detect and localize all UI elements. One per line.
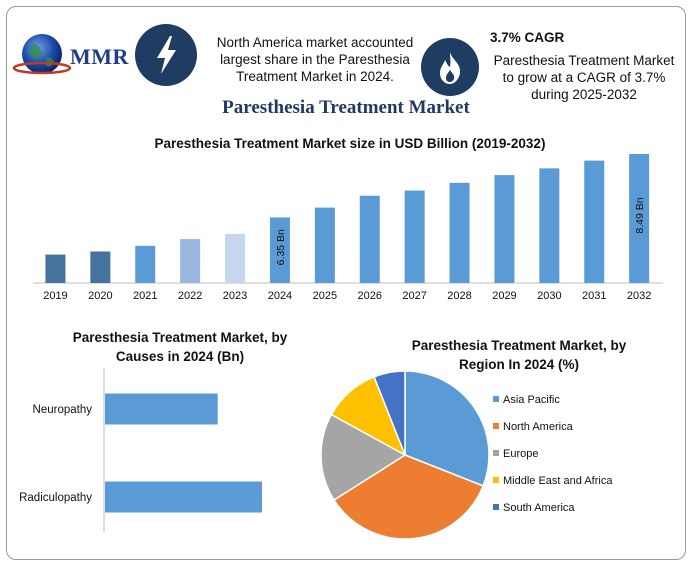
x-tick-label: 2022 — [178, 290, 202, 302]
pie-slice-asia-pacific — [404, 370, 490, 487]
pie-slice-europe — [320, 413, 407, 502]
bar-2025 — [314, 207, 335, 283]
legend-swatch — [493, 396, 499, 402]
bar-2032 — [629, 154, 650, 283]
info-text: North America market accounted largest s… — [216, 35, 414, 84]
legend-label: South America — [503, 502, 575, 514]
bar-chart-title: Paresthesia Treatment Market size in USD… — [154, 136, 546, 151]
x-tick-label: 2032 — [627, 290, 651, 302]
y-tick-label: Radiculopathy — [19, 492, 92, 504]
hbar-radiculopathy — [105, 481, 262, 513]
x-tick-label: 2028 — [447, 290, 471, 302]
bar-2021 — [135, 245, 156, 283]
bar-2024 — [269, 217, 290, 283]
data-label: 6.35 Bn — [275, 229, 287, 265]
bar-2030 — [539, 168, 560, 283]
logo-text: MMR — [70, 44, 129, 69]
legend-swatch — [493, 450, 499, 456]
pie-slice-north-america — [333, 454, 485, 540]
hbar-neuropathy — [105, 393, 218, 425]
x-tick-label: 2030 — [537, 290, 561, 302]
infographic-frame — [6, 6, 686, 560]
bar-2029 — [494, 175, 515, 283]
x-tick-label: 2026 — [358, 290, 382, 302]
bar-2031 — [584, 160, 605, 283]
x-tick-label: 2031 — [582, 290, 606, 302]
bar-2028 — [449, 182, 470, 283]
x-tick-label: 2024 — [268, 290, 292, 302]
legend-label: North America — [503, 421, 574, 433]
legend-label: Asia Pacific — [503, 394, 560, 406]
x-tick-label: 2023 — [223, 290, 247, 302]
x-tick-label: 2020 — [88, 290, 112, 302]
main-title: Paresthesia Treatment Market — [222, 97, 470, 118]
market-size-bar-chart: 2019 2020 2021 2022 2023 2024 6.35 Bn 2025 2026 2… — [33, 154, 663, 302]
bar-2023 — [225, 233, 246, 283]
x-tick-label: 2027 — [402, 290, 426, 302]
bar-2020 — [90, 251, 111, 283]
bar-2019 — [45, 254, 66, 283]
cagr-text: Paresthesia Treatment Market to grow at … — [493, 53, 675, 102]
legend-label: Europe — [503, 448, 538, 460]
cagr-title: 3.7% CAGR — [490, 30, 565, 45]
mmr-logo: MMR — [12, 28, 132, 84]
bar-2027 — [404, 190, 425, 283]
legend-swatch — [493, 504, 499, 510]
causes-chart-title: Paresthesia Treatment Market, by Causes … — [72, 330, 288, 364]
legend-swatch — [493, 423, 499, 429]
legend-swatch — [493, 477, 499, 483]
lightning-icon — [135, 24, 197, 86]
x-tick-label: 2021 — [133, 290, 157, 302]
x-tick-label: 2019 — [43, 290, 67, 302]
legend-label: Middle East and Africa — [503, 475, 613, 487]
y-tick-label: Neuropathy — [33, 404, 93, 416]
bar-2022 — [180, 239, 201, 283]
data-label: 8.49 Bn — [634, 197, 646, 233]
globe-icon — [12, 34, 72, 75]
flame-icon — [421, 38, 479, 96]
region-chart-title: Paresthesia Treatment Market, by Region … — [411, 338, 627, 372]
bar-2026 — [359, 195, 380, 283]
pie-slice-south-america — [373, 370, 406, 456]
x-tick-label: 2025 — [313, 290, 337, 302]
x-tick-label: 2029 — [492, 290, 516, 302]
